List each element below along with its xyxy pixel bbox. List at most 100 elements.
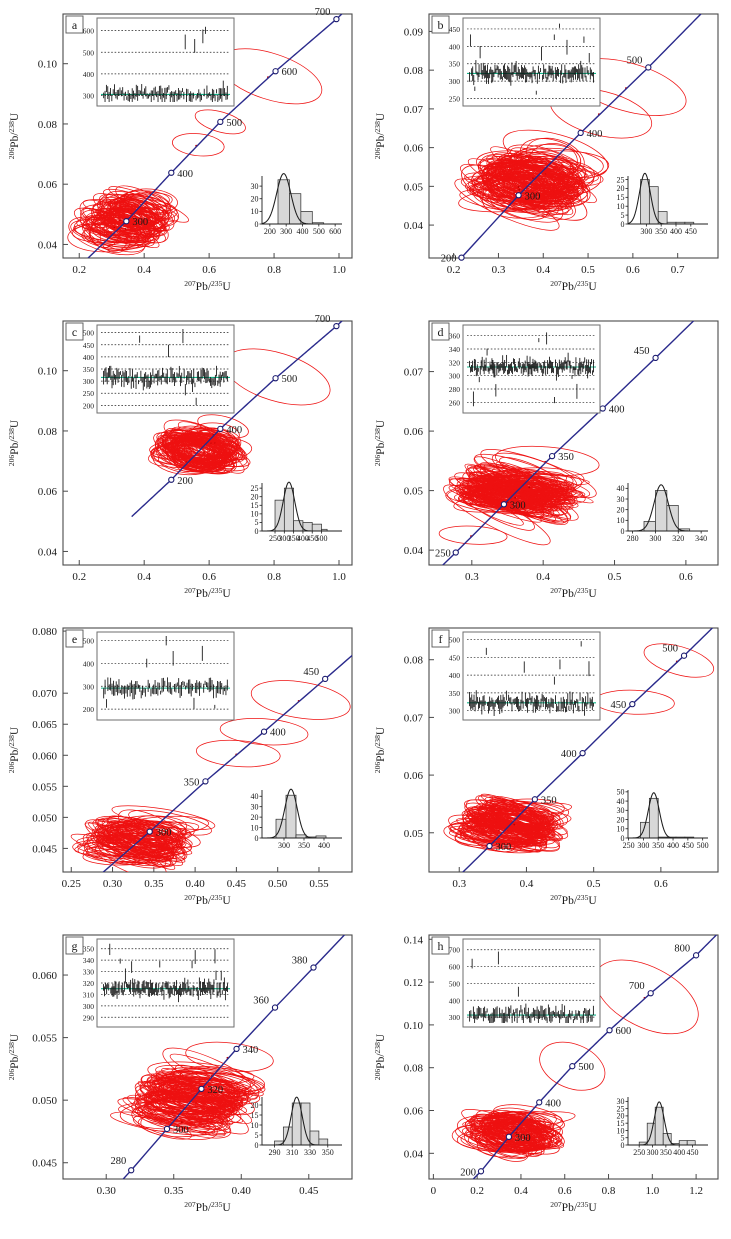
concordia-age-label: 250 (435, 549, 451, 560)
y-axis-label: 206Pb/238U (373, 419, 388, 466)
hist-ytick-label: 30 (251, 802, 259, 811)
hist-ytick-label: 15 (251, 501, 259, 510)
panel-letter-c: c (65, 322, 84, 341)
xtick-label: 0.6 (202, 264, 216, 276)
axes-e: 0.25 0.30 0.35 0.40 0.45 0.50 0.55 0.045 0.050 0.… (32, 626, 353, 890)
hist-xtick-label: 400 (297, 534, 309, 543)
concordia-age-label: 360 (253, 996, 269, 1007)
inset-ytick-label: 500 (83, 329, 95, 338)
ytick-label: 0.14 (404, 934, 424, 946)
hist-ytick-label: 50 (617, 788, 625, 797)
xtick-label: 0.30 (97, 1185, 117, 1197)
xtick-label: 0.2 (470, 1185, 484, 1197)
hist-xtick-label: 350 (322, 1148, 334, 1157)
xtick-label: 0.8 (267, 571, 281, 583)
xtick-label: 0.3 (465, 571, 479, 583)
concordia-curve-b (460, 14, 702, 258)
hist-ytick-label: 0 (621, 527, 625, 536)
concordia-age-label: 500 (282, 374, 298, 385)
hist-xtick-label: 350 (652, 841, 664, 850)
svg-text:g: g (72, 939, 78, 953)
ellipse-cloud-e (70, 680, 351, 872)
hist-ytick-label: 10 (617, 202, 625, 211)
panel-h: 0 0.2 0.4 0.6 0.8 1.0 1.2 0.04 0.06 0.08 0.10 0.12 0… (366, 921, 731, 1239)
ytick-label: 0.050 (32, 812, 57, 824)
concordia-age-label: 280 (110, 1156, 126, 1167)
xtick-label: 0.35 (144, 878, 164, 890)
concordia-nodes-e: 300 350 400 450 (146, 667, 329, 839)
inset-ytick-label: 300 (449, 1013, 461, 1022)
x-axis-label: 207Pb/235U (550, 279, 597, 294)
xtick-label: 0.8 (602, 1185, 616, 1197)
hist-ytick-label: 20 (251, 195, 259, 204)
hist-ytick-label: 5 (621, 211, 625, 220)
xtick-label: 0.40 (185, 878, 205, 890)
ytick-label: 0.10 (38, 59, 58, 71)
hist-ytick-label: 25 (251, 484, 259, 493)
hist-ytick-label: 15 (251, 1111, 259, 1120)
inset-ytick-label: 300 (449, 77, 461, 86)
inset-ytick-label: 600 (83, 27, 95, 36)
xtick-label: 1.0 (332, 571, 346, 583)
concordia-age-label: 350 (558, 452, 574, 463)
axes-f: 0.3 0.4 0.5 0.6 0.05 0.06 0.07 0.08 (404, 627, 719, 890)
x-axis-label: 207Pb/235U (550, 586, 597, 601)
ellipse-cloud-f (443, 643, 715, 854)
hist-xtick-label: 200 (264, 227, 276, 236)
concordia-age-label: 400 (545, 1098, 561, 1109)
concordia-age-label: 300 (132, 217, 148, 228)
hist-ytick-label: 10 (617, 516, 625, 525)
hist-ytick-label: 20 (251, 493, 259, 502)
concordia-age-label: 450 (611, 700, 627, 711)
ytick-label: 0.08 (38, 119, 58, 131)
hist-xtick-label: 350 (298, 841, 310, 850)
axes-b: 0.2 0.3 0.4 0.5 0.6 0.7 0.04 0.05 0.06 0.07 0.08 0.… (404, 13, 719, 276)
inset-ytick-label: 330 (83, 968, 95, 977)
panel-f: 0.3 0.4 0.5 0.6 0.05 0.06 0.07 0.08 207Pb/235U 20… (366, 614, 731, 921)
inset-ytick-label: 500 (449, 636, 461, 645)
panel-b: 0.2 0.3 0.4 0.5 0.6 0.7 0.04 0.05 0.06 0.07 0.08 0.… (366, 0, 731, 307)
xtick-label: 0.4 (536, 264, 550, 276)
inset-age-spectrum-f: 300 350 400 450 500 (449, 631, 601, 721)
hist-ytick-label: 5 (255, 518, 259, 527)
xtick-label: 0.45 (227, 878, 247, 890)
hist-xtick-label: 300 (647, 1148, 659, 1157)
xtick-label: 0.5 (581, 264, 595, 276)
concordia-age-label: 500 (627, 55, 643, 66)
hist-xtick-label: 400 (670, 227, 682, 236)
y-axis-label: 206Pb/238U (373, 1033, 388, 1080)
hist-ytick-label: 20 (617, 505, 625, 514)
inset-ytick-label: 400 (449, 42, 461, 51)
y-axis-label: 206Pb/238U (7, 726, 22, 773)
y-axis-label: 206Pb/238U (373, 112, 388, 159)
concordia-age-label: 500 (226, 118, 242, 129)
concordia-age-label: 600 (282, 67, 298, 78)
ytick-label: 0.04 (38, 239, 58, 251)
inset-ytick-label: 280 (449, 385, 461, 394)
inset-ytick-label: 250 (83, 389, 95, 398)
ytick-label: 0.05 (404, 486, 424, 498)
ytick-label: 0.07 (404, 712, 424, 724)
ytick-label: 0.070 (32, 688, 57, 700)
hist-ytick-label: 10 (617, 1126, 625, 1135)
inset-ytick-label: 500 (449, 979, 461, 988)
panel-e: 0.25 0.30 0.35 0.40 0.45 0.50 0.55 0.045 0.050 0.… (0, 614, 365, 921)
ytick-label: 0.045 (32, 843, 57, 855)
xtick-label: 0.6 (654, 878, 668, 890)
xtick-label: 0.6 (679, 571, 693, 583)
concordia-age-label: 400 (587, 129, 603, 140)
ytick-label: 0.07 (404, 367, 424, 379)
inset-ytick-label: 200 (83, 401, 95, 410)
inset-ytick-label: 300 (83, 682, 95, 691)
xtick-label: 0.4 (514, 1185, 528, 1197)
hist-xtick-label: 450 (306, 534, 318, 543)
hist-ytick-label: 25 (617, 1104, 625, 1113)
ytick-label: 0.08 (404, 1063, 424, 1075)
hist-xtick-label: 400 (667, 841, 679, 850)
ytick-label: 0.06 (38, 179, 58, 191)
hist-xtick-label: 500 (316, 534, 328, 543)
